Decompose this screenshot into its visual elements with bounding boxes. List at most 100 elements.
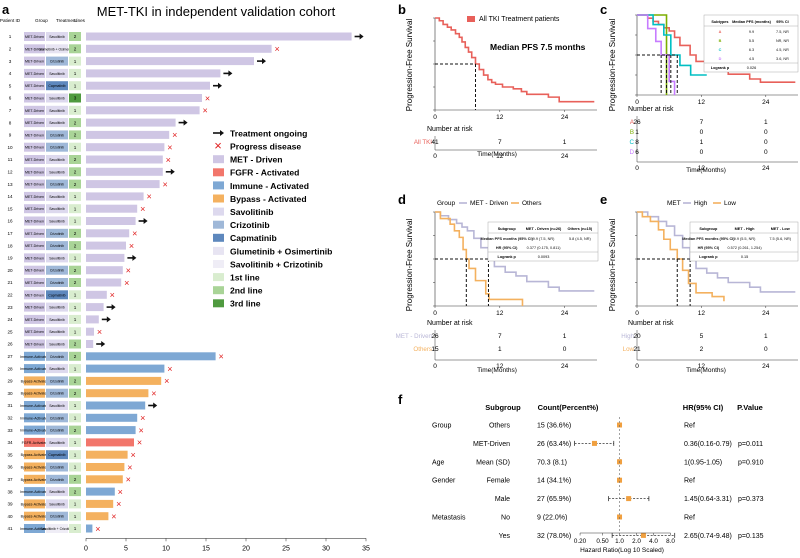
- group-cell: [24, 364, 45, 374]
- forest-level: MET-Driven: [473, 441, 510, 448]
- progress-cross: ×: [140, 204, 145, 214]
- panel-d-xlabel: Time(Months): [477, 367, 517, 374]
- group-label: MET-Driven: [25, 97, 44, 101]
- pfs-bar: [86, 499, 114, 508]
- group-cell: [24, 278, 45, 287]
- pfs-bar: [86, 57, 254, 66]
- pfs-bar: [86, 340, 94, 348]
- patient-id: 29: [7, 379, 13, 384]
- line-label: 2: [74, 391, 77, 396]
- x-tick-label: 12: [496, 114, 504, 121]
- treatment-cell: [46, 241, 68, 251]
- forest-x-tick-label: 8.0: [666, 538, 675, 545]
- group-cell: [24, 487, 45, 497]
- panel-b-ylabel: Progression-Free Survival: [405, 19, 414, 112]
- line-cell: [69, 32, 81, 41]
- risk-x-tick: 12: [496, 153, 504, 160]
- legend-cross: ×: [214, 138, 222, 153]
- info-cell: A: [719, 30, 722, 34]
- risk-x-tick: 12: [698, 363, 706, 370]
- group-cell: [24, 32, 45, 41]
- line-cell: [69, 56, 81, 66]
- ongoing-arrowhead: [106, 316, 111, 323]
- treatment-cell: [46, 118, 68, 128]
- line-cell: [69, 142, 81, 152]
- group-label: FGFR-Activated: [22, 441, 48, 445]
- legend-item-7: Crizotinib: [213, 220, 270, 230]
- forest-row-1: MET-Driven 26 (63.4%) 0.36(0.16-0.79) p=0.0…: [473, 440, 763, 448]
- patient-row-29: 29 Bypass-Activated Crizotinib 2 ×: [7, 376, 169, 386]
- treatment-cell: [46, 339, 68, 349]
- panel-d-letter: d: [398, 192, 406, 207]
- group-label: MET-Driven: [25, 183, 44, 187]
- treatment-cell: [46, 487, 68, 497]
- risk-row-label: Low: [623, 346, 635, 353]
- treatment-cell: [46, 105, 68, 115]
- patient-id: 23: [7, 305, 13, 310]
- treatment-cell: [46, 56, 68, 66]
- panel-f-x-label: Hazard Ratio(Log 10 Scaled): [580, 547, 664, 554]
- group-label: MET-Driven: [25, 269, 44, 273]
- treatment-label: Crizotinib: [50, 133, 64, 137]
- risk-count: 7: [700, 119, 704, 126]
- pfs-bar: [86, 81, 210, 90]
- group-cell: [24, 265, 45, 275]
- legend-item-2: MET - Driven: [213, 155, 283, 165]
- patient-row-20: 20 MET-Driven Crizotinib 2 ×: [7, 266, 130, 276]
- pfs-bar: [86, 352, 216, 361]
- risk-count: 0: [764, 346, 768, 353]
- legend-arrowhead: [220, 130, 224, 136]
- treatment-cell: [46, 142, 68, 152]
- group-label: MET-Driven: [25, 84, 44, 88]
- line-label: 2: [74, 243, 77, 248]
- ongoing-arrowhead: [359, 33, 364, 40]
- logrank-value: 0.15: [741, 255, 748, 259]
- forest-row-2: Age Mean (SD) 70.3 (8.1) 1(0.95-1.05) p=0.91…: [432, 459, 764, 466]
- line-label: 1: [74, 514, 77, 519]
- legend-swatch: [213, 194, 224, 203]
- patient-row-35: 35 Bypass-Activated Capmatinib 1 ×: [7, 450, 135, 460]
- forest-header-p: P.Value: [737, 403, 763, 412]
- progress-cross: ×: [164, 376, 169, 386]
- treatment-cell: [46, 413, 68, 423]
- legend-item-3: FGFR - Activated: [213, 168, 299, 178]
- x-tick-label: 24: [561, 114, 569, 121]
- panel-d-km-plot: 0 12 24 Subgroup MET - Driven (n=26) Others (…: [396, 200, 599, 370]
- patient-row-9: 9 MET-Driven Crizotinib 2 ×: [9, 130, 178, 140]
- line-cell: [69, 241, 81, 251]
- progress-cross: ×: [274, 44, 279, 54]
- line-label: 3: [74, 96, 77, 101]
- line-cell: [69, 302, 81, 312]
- patient-id: 34: [7, 440, 13, 445]
- treatment-label: Savolitinib: [49, 158, 65, 162]
- forest-hr: 2.65(0.74-9.48): [684, 533, 732, 540]
- group-label: Immune-Activated: [20, 355, 49, 359]
- patient-row-38: 38 Immune-Activated Savolitinib 2 ×: [7, 487, 122, 497]
- progress-cross: ×: [205, 93, 210, 103]
- legend-title: Group: [437, 200, 455, 207]
- info-cell: 4.5, NR: [776, 48, 789, 52]
- panel-a-swimmer-rows: 1 MET-Driven Savolitinib 2 2 MET-DrivenGlumet…: [7, 32, 364, 534]
- x-tick-label: 0: [635, 310, 639, 317]
- progress-cross: ×: [146, 192, 151, 202]
- patient-row-33: 33 Immune-Activated Crizotinib 2 ×: [7, 425, 143, 435]
- treatment-label: Savolitinib: [49, 97, 65, 101]
- line-label: 1: [74, 219, 77, 224]
- risk-count: 6: [635, 149, 639, 156]
- risk-count: 1: [635, 129, 639, 136]
- panel-e-ylabel: Progression-Free Survival: [608, 219, 617, 312]
- group-cell: [24, 413, 45, 423]
- forest-count: 27 (65.9%): [537, 496, 571, 503]
- line-cell: [69, 524, 81, 533]
- panel-b-letter: b: [398, 2, 406, 17]
- line-cell: [69, 179, 81, 189]
- pfs-bar: [86, 450, 128, 459]
- treatment-label: Crizotinib: [50, 244, 64, 248]
- treatment-label: Crizotinib: [50, 429, 64, 433]
- progress-cross: ×: [126, 266, 131, 276]
- risk-count: 15: [431, 346, 439, 353]
- legend-label: Low: [724, 200, 736, 207]
- legend-item-5: Bypass - Activated: [213, 194, 307, 204]
